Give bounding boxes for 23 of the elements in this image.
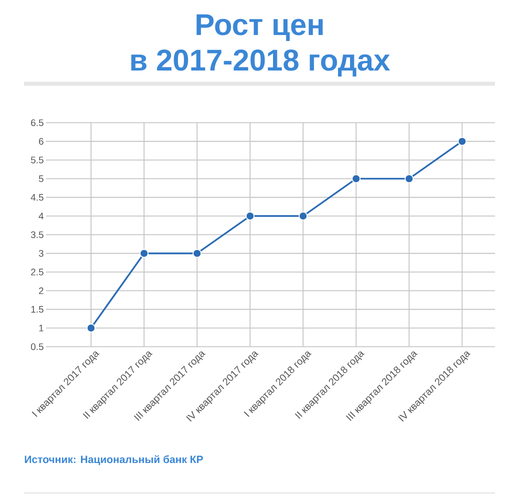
y-tick-label: 1: [39, 324, 44, 332]
point: [140, 248, 149, 258]
y-tick-label: 2: [39, 287, 44, 294]
y-tick-label: 4.5: [30, 194, 44, 201]
text: Источник: Национальный банк КР: [24, 455, 203, 466]
y-tick-label: 3.5: [30, 231, 44, 238]
point: [352, 174, 361, 184]
y-tick-label: 2.5: [31, 268, 44, 276]
y-tick-label: 6.5: [31, 119, 44, 126]
y-tick-label: 4: [38, 212, 44, 220]
y-tick-label: 6: [39, 138, 44, 145]
point: [458, 136, 467, 146]
y-tick-label: 5: [38, 175, 44, 182]
y-tick-label: 0.5: [30, 343, 44, 350]
y-tick-label: 3: [38, 250, 44, 257]
y-tick-label: 5.5: [30, 156, 44, 164]
y-tick-label: 1.5: [31, 306, 44, 313]
point: [246, 212, 255, 220]
chart-title: Рост цен в 2017-2018 годах: [131, 14, 390, 76]
point: [86, 324, 96, 332]
point: [404, 174, 414, 184]
point: [298, 212, 308, 220]
point: [192, 248, 202, 258]
